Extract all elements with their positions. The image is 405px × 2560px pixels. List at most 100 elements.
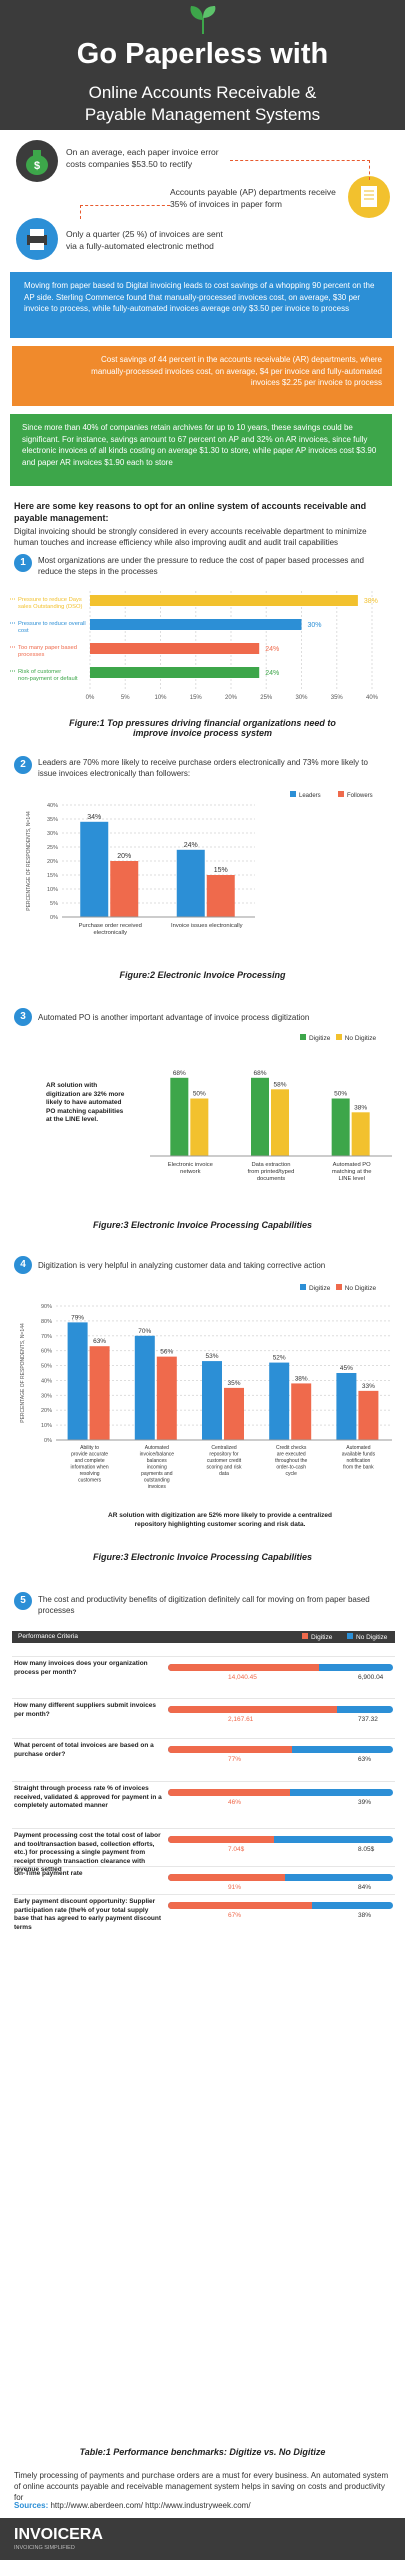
bar [110, 861, 139, 917]
data-label: 50% [334, 1091, 347, 1098]
stat-ap-paper: Accounts payable (AP) departments receiv… [170, 187, 336, 209]
category-label: payments and [141, 1471, 173, 1477]
row-label: How many different suppliers submit invo… [14, 1702, 156, 1718]
category-label: information when [71, 1465, 109, 1471]
closing-text: Timely processing of payments and purcha… [14, 2471, 389, 2502]
legend-label: Leaders [299, 793, 321, 799]
section-number-4: 4 [14, 1256, 32, 1274]
no-digitize-value: 39% [358, 1799, 372, 1806]
y-tick-label: 60% [41, 1349, 52, 1355]
category-label: Purchase order received [79, 923, 142, 929]
data-label: 24% [184, 842, 198, 849]
data-label: 53% [205, 1353, 218, 1360]
chart-4-annotation: AR solution with digitization are 52% mo… [108, 1512, 332, 1528]
digitize-value: 46% [228, 1799, 242, 1806]
bar [190, 1098, 209, 1156]
flow-connector [80, 205, 170, 219]
category-label: data [219, 1471, 229, 1477]
data-label: 70% [138, 1328, 151, 1335]
x-tick-label: 30% [295, 695, 308, 701]
table-row: Straight through process rate % of invoi… [0, 1785, 405, 1817]
comparison-bar [168, 1836, 393, 1843]
data-label: 58% [273, 1081, 286, 1088]
data-label: 38% [364, 598, 378, 605]
category-label: outstanding [144, 1478, 170, 1484]
no-digitize-value: 63% [358, 1756, 372, 1763]
section-number-3: 3 [14, 1008, 32, 1026]
x-tick-label: 0% [86, 695, 95, 701]
bar [202, 1361, 222, 1440]
footer: INVOICERA INVOICING SIMPLIFIED [0, 2518, 405, 2560]
section-4-text: Digitization is very helpful in analyzin… [38, 1261, 326, 1270]
stat-invoice-error: On an average, each paper invoice error … [66, 147, 219, 169]
table-row: How many invoices does your organization… [0, 1660, 405, 1692]
section-3-text: Automated PO is another important advant… [38, 1013, 310, 1022]
category-label: Automated [145, 1445, 169, 1451]
y-tick-label: 5% [50, 901, 58, 907]
category-label: electronically [93, 930, 127, 936]
money-bag-icon: $ [16, 140, 58, 182]
comparison-bar [168, 1874, 393, 1881]
x-tick-label: 10% [154, 695, 167, 701]
y-tick-label: 30% [47, 831, 58, 837]
comparison-bar [168, 1664, 393, 1671]
comparison-bar [168, 1746, 393, 1753]
row-label: How many invoices does your organization… [14, 1660, 148, 1676]
x-tick-label: 20% [225, 695, 238, 701]
row-divider [12, 1894, 395, 1895]
bar [90, 595, 358, 606]
digitize-value: 77% [228, 1756, 242, 1763]
digitize-fill [168, 1836, 274, 1843]
bar [269, 1362, 290, 1440]
category-label: Risk of customer non-payment or default [18, 669, 78, 682]
page-title: Go Paperless with [76, 38, 329, 70]
category-label: Invoice issues electronically [171, 923, 243, 929]
digitize-fill [168, 1664, 319, 1671]
bar [336, 1373, 357, 1440]
data-label: 30% [308, 622, 322, 629]
bar [291, 1383, 312, 1440]
data-label: 45% [340, 1365, 353, 1372]
x-tick-label: 40% [366, 695, 379, 701]
data-label: 68% [173, 1070, 186, 1077]
banner-ap-savings: Moving from paper based to Digital invoi… [10, 272, 392, 338]
section-number-2: 2 [14, 756, 32, 774]
svg-text:$: $ [34, 160, 40, 172]
category-label: scoring and risk [206, 1465, 242, 1471]
category-label: order-to-cash [276, 1465, 306, 1471]
comparison-bar [168, 1789, 393, 1796]
chart-customer-data: 0% 10% 20% 30% 40% 50% 60% 70% 80% 90% PERCENTAGE … [20, 1304, 392, 1490]
table-row: How many different suppliers submit invo… [0, 1702, 405, 1734]
data-label: 56% [160, 1349, 173, 1356]
y-tick-label: 10% [47, 887, 58, 893]
stat-electronic-quarter: Only a quarter (25 %) of invoices are se… [66, 229, 223, 251]
comparison-bar [168, 1706, 393, 1713]
y-axis-label: PERCENTAGE OF RESPONDENTS, N=144 [20, 1323, 26, 1423]
bar [90, 619, 302, 630]
chart-4-legend: Digitize No Digitize [300, 1284, 376, 1292]
table-row: Early payment discount opportunity: Supp… [0, 1898, 405, 1931]
banner-archive-savings: Since more than 40% of companies retain … [10, 414, 392, 486]
source-links[interactable]: http://www.aberdeen.com/ http://www.indu… [50, 2501, 251, 2510]
y-tick-label: 50% [41, 1364, 52, 1370]
digitize-value: 91% [228, 1884, 242, 1891]
chart-3-legend: Digitize No Digitize [300, 1034, 376, 1042]
row-label: Payment processing cost the total cost o… [14, 1832, 161, 1873]
category-label: Pressure to reduce Days sales Outstanding… [18, 597, 83, 610]
table-row: What percent of total invoices are based… [0, 1742, 405, 1774]
figure-2-caption: Figure:2 Electronic Invoice Processing [119, 970, 286, 980]
category-label: from printed/typed [248, 1169, 295, 1175]
section-number-5: 5 [14, 1592, 32, 1610]
row-divider [12, 1698, 395, 1699]
y-tick-label: 90% [41, 1304, 52, 1310]
header-digitize: Digitize [302, 1633, 332, 1641]
bar [67, 1322, 88, 1440]
digitize-value: 67% [228, 1912, 242, 1919]
category-label: matching at the [332, 1169, 372, 1175]
row-label: On-Time payment rate [14, 1870, 83, 1877]
page-subtitle: Online Accounts Receivable & Payable Man… [84, 83, 321, 124]
bar [251, 1077, 269, 1156]
data-label: 50% [193, 1091, 206, 1098]
data-label: 38% [295, 1375, 308, 1382]
bar [224, 1387, 244, 1440]
